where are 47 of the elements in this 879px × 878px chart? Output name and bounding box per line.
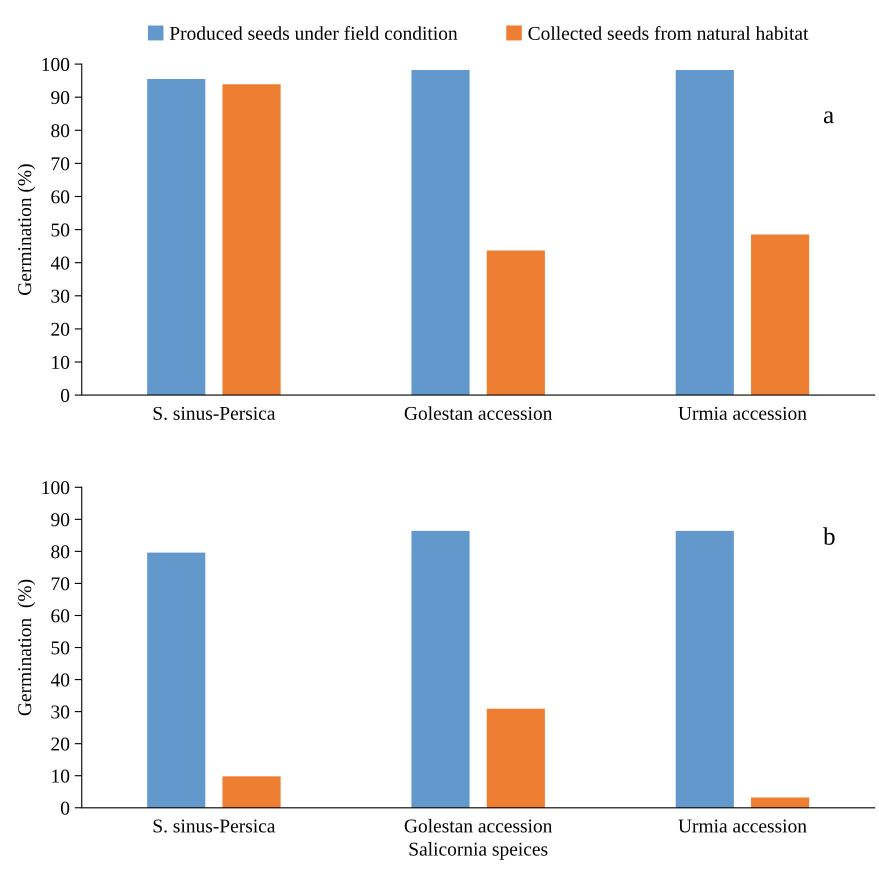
legend-label: Collected seeds from natural habitat: [528, 26, 808, 40]
y-tick-label: 30: [51, 705, 70, 719]
bar: [147, 552, 206, 808]
bar: [411, 70, 470, 396]
y-tick-label: 80: [51, 124, 70, 138]
y-tick-label: 0: [60, 802, 70, 815]
y-tick-label: 30: [51, 290, 70, 303]
y-tick-label: 60: [51, 190, 70, 204]
bar: [676, 70, 734, 396]
y-axis-title: Germination (%): [18, 164, 36, 295]
bar: [751, 798, 810, 808]
bar: [751, 234, 810, 396]
x-tick-label: Golestan accession: [404, 406, 552, 420]
y-tick-label: 50: [52, 641, 70, 654]
legend-label: Produced seeds under field condition: [170, 26, 458, 40]
bar: [486, 250, 545, 396]
x-tick-label: Golestan accession: [404, 818, 552, 833]
y-axis-title: Germination (%): [18, 580, 36, 716]
y-tick-label: 80: [51, 545, 70, 558]
bar: [222, 84, 281, 396]
y-tick-label: 70: [52, 577, 70, 590]
y-tick-label: 100: [42, 481, 70, 494]
bar: [222, 776, 281, 808]
bar: [147, 78, 206, 396]
bar: [486, 708, 545, 808]
y-tick-label: 20: [51, 737, 70, 751]
annotation: a: [824, 111, 834, 124]
y-tick-label: 40: [50, 673, 70, 687]
x-tick-label: Urmia accession: [678, 406, 807, 420]
y-tick-label: 40: [50, 256, 70, 270]
y-tick-label: 90: [51, 513, 70, 526]
x-axis-title: Salicornia speices: [410, 842, 548, 860]
annotation: b: [823, 527, 835, 545]
bar: [411, 530, 470, 808]
y-tick-label: 20: [51, 322, 70, 336]
y-tick-label: 90: [51, 91, 70, 104]
y-tick-label: 10: [52, 356, 70, 369]
y-tick-label: 70: [52, 157, 70, 170]
x-tick-label: S. sinus-Persica: [154, 819, 276, 833]
y-tick-label: 50: [52, 223, 70, 237]
x-tick-label: Urmia accession: [678, 819, 807, 833]
y-tick-label: 60: [51, 609, 70, 622]
x-tick-label: S. sinus-Persica: [154, 406, 276, 420]
y-tick-label: 0: [60, 388, 70, 402]
y-tick-label: 100: [42, 58, 70, 72]
bar: [676, 530, 734, 808]
y-tick-label: 10: [52, 770, 70, 783]
